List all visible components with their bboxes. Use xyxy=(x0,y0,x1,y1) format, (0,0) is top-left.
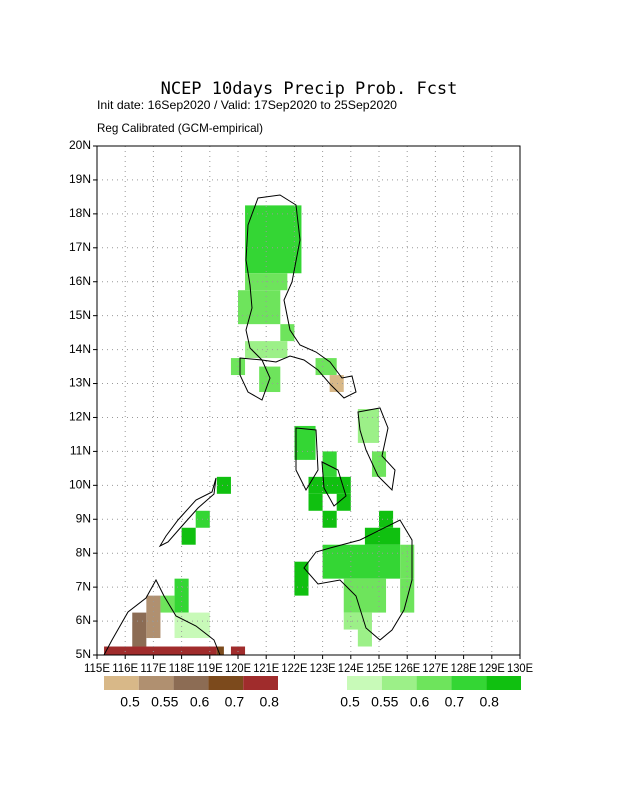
y-tick-label: 12N xyxy=(69,410,91,424)
x-tick-label: 116E xyxy=(112,661,138,675)
legend-swatch xyxy=(451,676,487,690)
y-tick-label: 15N xyxy=(69,308,91,322)
coastline xyxy=(357,407,396,492)
y-tick-label: 14N xyxy=(69,342,91,356)
prob-cell xyxy=(216,476,231,494)
y-tick-label: 19N xyxy=(69,172,91,186)
y-tick-label: 18N xyxy=(69,206,91,220)
legend-swatch xyxy=(347,676,382,690)
prob-cell xyxy=(322,451,337,477)
prob-cell xyxy=(181,527,196,545)
coastline xyxy=(295,427,319,492)
grid xyxy=(97,146,520,655)
x-tick-label: 115E xyxy=(84,661,110,675)
x-tick-label: 121E xyxy=(253,661,279,675)
y-tick-label: 9N xyxy=(76,511,91,525)
coastline xyxy=(321,461,347,507)
prob-cell xyxy=(174,612,210,639)
prob-cell xyxy=(357,408,379,443)
prob-cell xyxy=(216,646,224,655)
prob-cell xyxy=(400,578,415,613)
x-tick-label: 127E xyxy=(422,661,448,675)
legend-label: 0.5 xyxy=(340,694,360,710)
map-note: Reg Calibrated (GCM-empirical) xyxy=(97,121,263,135)
x-tick-label: 128E xyxy=(451,661,477,675)
legend-swatch xyxy=(486,676,521,690)
x-tick-label: 123E xyxy=(310,661,336,675)
y-tick-label: 6N xyxy=(76,613,91,627)
x-tick-label: 122E xyxy=(281,661,307,675)
prob-cell xyxy=(230,646,246,655)
y-tick-label: 11N xyxy=(70,444,91,458)
x-tick-label: 118E xyxy=(169,661,195,675)
y-tick-label: 13N xyxy=(69,376,91,390)
y-tick-label: 8N xyxy=(76,545,91,559)
prob-cell xyxy=(364,527,401,545)
x-tick-label: 129E xyxy=(479,661,505,675)
prob-cell xyxy=(280,324,295,342)
map-subtitle: Init date: 16Sep2020 / Valid: 17Sep2020 … xyxy=(97,98,397,112)
prob-cell xyxy=(132,612,147,647)
legend-label: 0.7 xyxy=(445,694,465,710)
prob-cell xyxy=(336,493,351,511)
legend-label: 0.55 xyxy=(371,694,398,710)
x-tick-label: 130E xyxy=(507,661,533,675)
legend-label: 0.6 xyxy=(190,694,210,710)
x-tick-label: 120E xyxy=(225,661,251,675)
legend-swatch xyxy=(138,676,174,690)
prob-cell xyxy=(322,510,337,528)
legend-label: 0.7 xyxy=(225,694,245,710)
y-tick-label: 17N xyxy=(69,240,91,254)
legend-label: 0.5 xyxy=(120,694,140,710)
coastline xyxy=(245,194,357,399)
legend-swatch xyxy=(381,676,417,690)
prob-cell xyxy=(245,205,302,274)
coastline xyxy=(158,477,217,548)
coastline xyxy=(303,519,413,641)
y-tick-label: 7N xyxy=(76,579,91,593)
prob-cell xyxy=(294,425,316,460)
coastlines xyxy=(103,194,413,656)
y-tick-label: 20N xyxy=(69,138,91,152)
y-tick-label: 16N xyxy=(69,274,91,288)
prob-cell xyxy=(104,646,217,655)
prob-cell xyxy=(322,544,401,579)
coastline xyxy=(103,578,221,656)
map-title: NCEP 10days Precip Prob. Fcst xyxy=(161,79,458,99)
legend-label: 0.55 xyxy=(151,694,178,710)
prob-cell xyxy=(357,629,372,647)
x-tick-label: 126E xyxy=(394,661,420,675)
prob-cell xyxy=(308,476,351,494)
coastline xyxy=(239,357,271,401)
y-tick-label: 5N xyxy=(76,647,91,661)
prob-cell xyxy=(371,451,387,477)
legend-label: 0.8 xyxy=(259,694,279,710)
x-tick-label: 125E xyxy=(366,661,392,675)
legend-swatch xyxy=(208,676,244,690)
legend: 0.5 0.55 0.6 0.7 0.8 0.5 0.55 0.6 0.7 0.8 xyxy=(104,676,521,710)
x-tick-label: 117E xyxy=(140,661,166,675)
legend-swatch xyxy=(243,676,278,690)
prob-cell xyxy=(343,578,387,613)
legend-label: 0.8 xyxy=(479,694,499,710)
x-tick-label: 119E xyxy=(197,661,223,675)
prob-cell xyxy=(174,578,189,613)
prob-cell xyxy=(315,358,337,376)
legend-swatch xyxy=(173,676,209,690)
prob-cell xyxy=(294,561,309,596)
x-tick-label: 124E xyxy=(338,661,364,675)
y-tick-label: 10N xyxy=(69,478,91,492)
axes: 115E 116E 117E 118E 119E 120E 121E 122E 123E 124E… xyxy=(69,138,533,675)
legend-swatch xyxy=(104,676,139,690)
map-frame xyxy=(96,145,521,656)
prob-cell xyxy=(308,493,323,511)
legend-swatch xyxy=(416,676,452,690)
prob-cell xyxy=(238,290,281,325)
prob-cell xyxy=(379,510,394,528)
legend-label: 0.6 xyxy=(410,694,430,710)
